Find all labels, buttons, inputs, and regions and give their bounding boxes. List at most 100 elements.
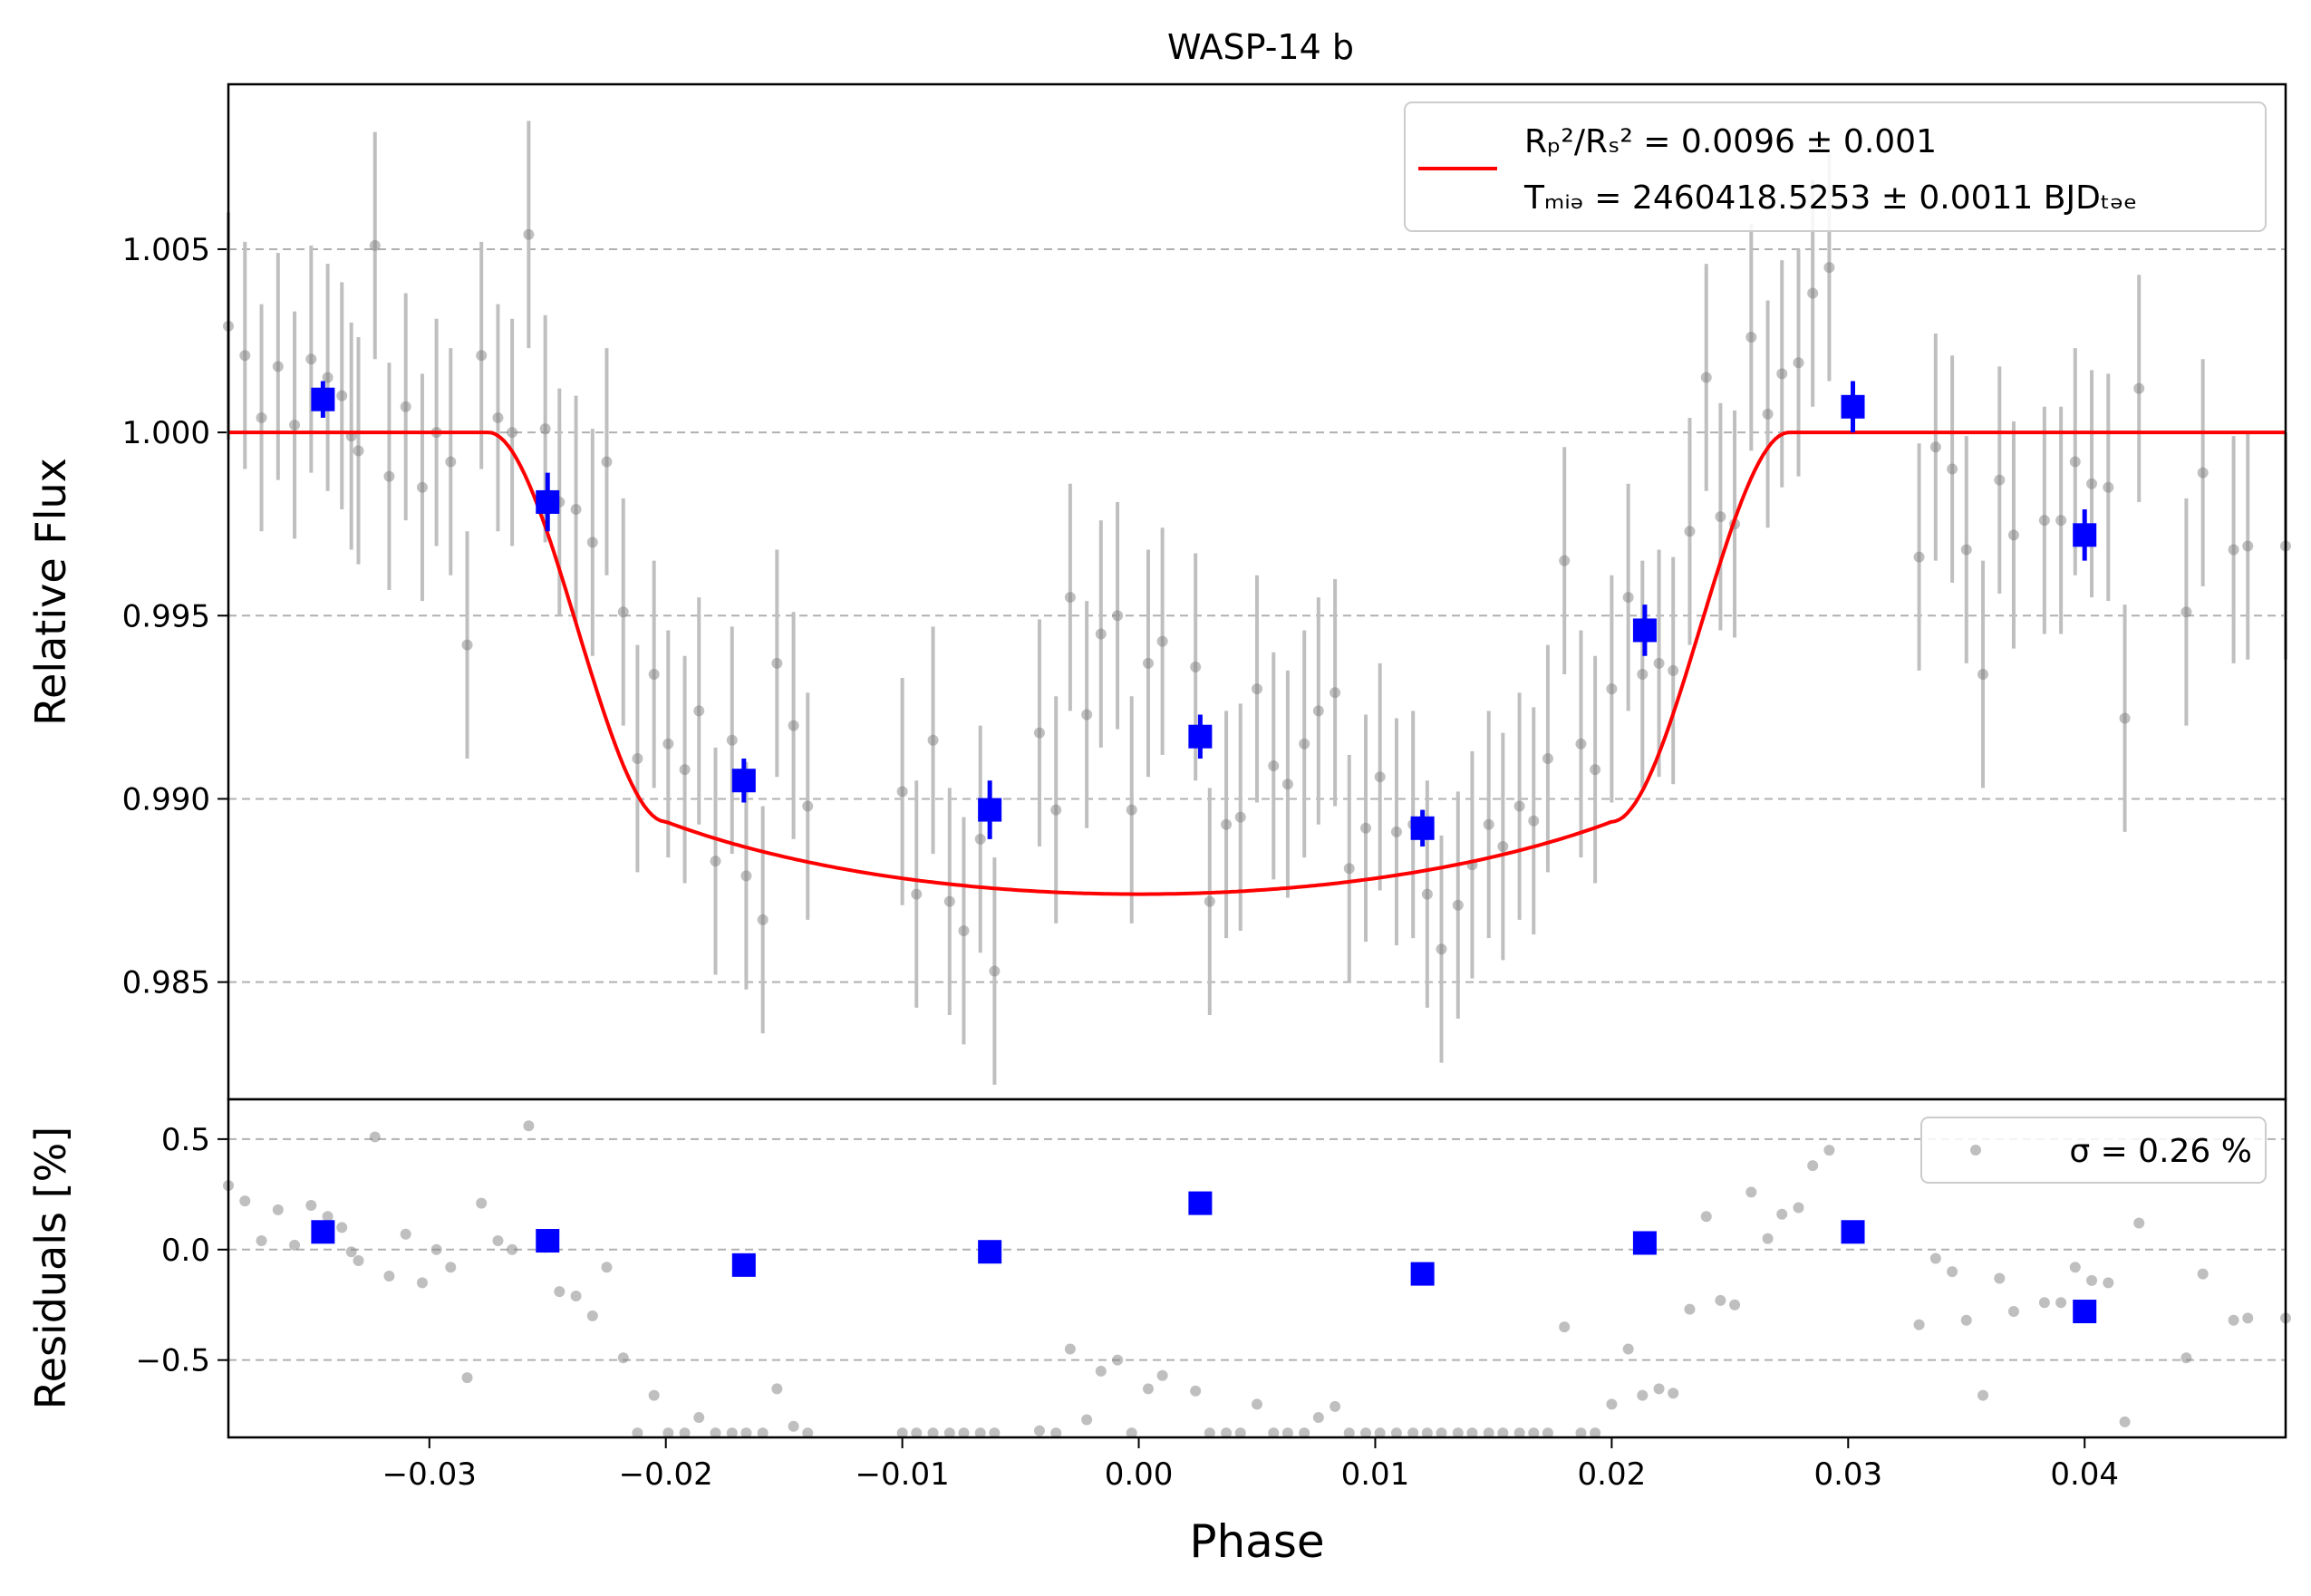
residuals-raw-point: [1590, 1427, 1601, 1439]
transit-raw-point: [523, 228, 535, 240]
residuals-raw-point: [1823, 1145, 1835, 1156]
transit-raw-point: [1330, 687, 1341, 699]
residuals-raw-point: [2119, 1416, 2131, 1427]
transit-raw-point: [943, 895, 955, 907]
transit-raw-point: [416, 481, 428, 493]
transit-raw-point: [648, 668, 660, 680]
transit-raw-point: [958, 925, 970, 937]
transit-y-tick-label: 0.990: [122, 781, 210, 817]
residuals-binned-points: [311, 1191, 2097, 1324]
residuals-raw-point: [1807, 1160, 1819, 1172]
transit-raw-point: [570, 504, 582, 516]
residuals-raw-point: [1112, 1354, 1124, 1366]
transit-raw-point: [256, 411, 267, 423]
residuals-raw-point: [256, 1235, 267, 1247]
transit-raw-point: [445, 456, 457, 468]
residuals-raw-point: [2007, 1306, 2019, 1318]
transit-raw-point: [1483, 818, 1494, 830]
transit-raw-point: [1268, 760, 1280, 772]
transit-raw-point: [2007, 529, 2019, 541]
transit-binned-point: [2073, 523, 2097, 547]
residuals-raw-point: [1081, 1414, 1093, 1426]
residuals-binned-point: [1188, 1191, 1213, 1215]
transit-raw-point: [802, 800, 814, 812]
x-tick-label: −0.03: [382, 1456, 477, 1493]
transit-raw-point: [662, 738, 674, 750]
transit-raw-point: [2103, 481, 2114, 493]
residuals-raw-point: [570, 1290, 582, 1301]
residuals-raw-point: [662, 1427, 674, 1439]
transit-raw-point: [1312, 705, 1324, 717]
transit-raw-point: [1081, 709, 1093, 721]
transit-binned-point: [978, 798, 1002, 822]
transit-raw-point: [1050, 804, 1062, 816]
transit-panel: 0.985 0.990 0.995 1.000 1.005 Rₚ²/Rₛ² = 0.00…: [26, 82, 2291, 1101]
transit-raw-point: [1947, 463, 1958, 475]
transit-binned-point: [536, 489, 560, 514]
residuals-raw-point: [289, 1239, 301, 1251]
residuals-raw-point: [927, 1427, 939, 1439]
transit-raw-point: [617, 606, 629, 618]
transit-raw-point: [289, 420, 301, 431]
residuals-raw-point: [476, 1197, 488, 1209]
transit-raw-point: [1559, 555, 1571, 566]
residuals-raw-point: [416, 1277, 428, 1289]
transit-raw-point: [1142, 657, 1154, 669]
residuals-raw-point: [2038, 1297, 2050, 1309]
residuals-raw-point: [2103, 1277, 2114, 1289]
residuals-raw-point: [1050, 1427, 1062, 1439]
residuals-raw-point: [1374, 1427, 1386, 1439]
residuals-raw-point: [586, 1310, 598, 1321]
transit-raw-point: [2119, 712, 2131, 724]
transit-raw-point: [461, 639, 473, 651]
transit-raw-point: [1762, 408, 1774, 420]
transit-raw-point: [353, 445, 364, 457]
residuals-raw-point: [1452, 1427, 1464, 1439]
transit-raw-point: [1513, 800, 1525, 812]
legend-depth-text: Rₚ²/Rₛ² = 0.0096 ± 0.001: [1524, 123, 1937, 160]
residuals-raw-point: [369, 1131, 381, 1143]
x-tick-label: −0.01: [856, 1456, 950, 1493]
transit-raw-point: [693, 705, 705, 717]
transit-raw-point: [476, 350, 488, 362]
transit-y-tick-label: 0.985: [122, 965, 210, 1001]
residuals-raw-point: [1234, 1427, 1246, 1439]
residuals-raw-point: [679, 1427, 691, 1439]
residuals-raw-point: [1776, 1208, 1788, 1220]
transit-raw-point: [2038, 515, 2050, 527]
residuals-raw-point: [693, 1412, 705, 1424]
transit-binned-point: [1841, 394, 1865, 419]
residuals-raw-point: [1252, 1398, 1262, 1410]
residuals-raw-point: [1513, 1427, 1525, 1439]
residuals-y-tick-label: 0.0: [161, 1233, 210, 1269]
residuals-raw-point: [1653, 1383, 1665, 1395]
residuals-raw-point: [1745, 1186, 1757, 1198]
transit-raw-point: [1913, 551, 1925, 563]
transit-raw-point: [1977, 668, 1989, 680]
residuals-raw-point: [1407, 1427, 1419, 1439]
residuals-raw-points: [223, 1120, 2291, 1439]
x-axis-label: Phase: [1189, 1515, 1324, 1568]
transit-raw-point: [1343, 863, 1355, 875]
residuals-raw-point: [1095, 1365, 1107, 1377]
transit-raw-point: [1126, 804, 1137, 816]
transit-raw-point: [1234, 811, 1246, 823]
residuals-raw-point: [1466, 1427, 1478, 1439]
residuals-raw-point: [1929, 1253, 1941, 1264]
transit-binned-point: [1188, 724, 1213, 749]
residuals-raw-point: [1684, 1303, 1696, 1315]
transit-model-curve: [228, 430, 2286, 896]
residuals-raw-point: [2242, 1312, 2254, 1324]
transit-raw-point: [974, 833, 986, 845]
x-tick-label: −0.02: [619, 1456, 713, 1493]
residuals-raw-point: [1281, 1427, 1293, 1439]
transit-legend: Rₚ²/Rₛ² = 0.0096 ± 0.001 Tₘᵢₔ = 2460418.…: [1404, 102, 2267, 232]
transit-raw-point: [2133, 382, 2145, 394]
residuals-raw-point: [802, 1427, 814, 1439]
transit-binned-point: [1410, 816, 1435, 840]
legend-tmid-text: Tₘᵢₔ = 2460418.5253 ± 0.0011 BJDₜₔₑ: [1523, 179, 2137, 217]
residuals-raw-point: [1421, 1427, 1433, 1439]
residuals-y-tick-label: 0.5: [161, 1122, 210, 1158]
residuals-legend: σ = 0.26 %: [1920, 1117, 2267, 1184]
residuals-raw-point: [1947, 1266, 1958, 1278]
